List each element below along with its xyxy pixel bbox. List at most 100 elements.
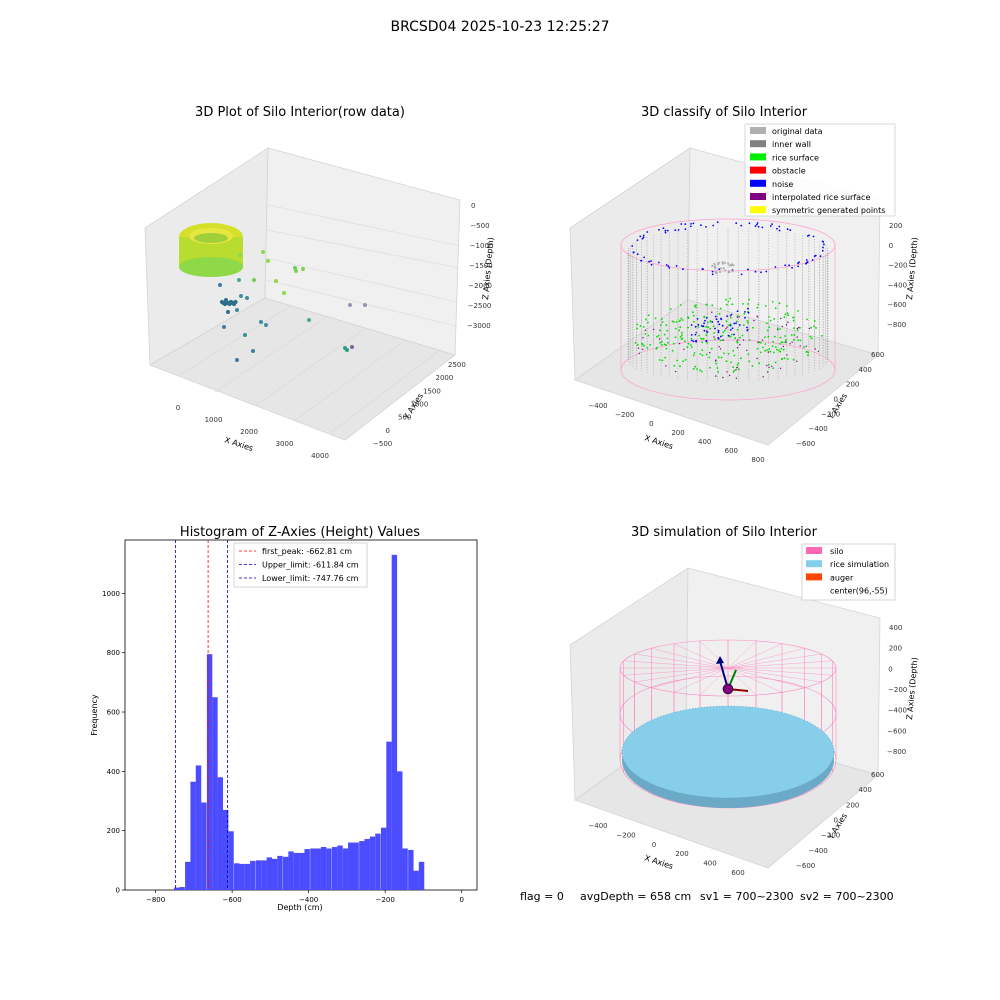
- rice-surface-point: [787, 314, 790, 317]
- rice-surface-point: [644, 333, 647, 335]
- rice-surface-point: [748, 360, 751, 363]
- rice-surface-point: [687, 316, 689, 319]
- original-data-point: [717, 261, 721, 264]
- panel-1-title: 3D Plot of Silo Interior(row data): [195, 105, 405, 120]
- avg-depth-text: avgDepth = 658 cm: [580, 890, 691, 903]
- panel-2-z-tick-label: −600: [887, 301, 906, 309]
- auger-marker: [716, 656, 749, 695]
- rice-surface-point: [810, 326, 812, 329]
- rice-surface-point: [776, 327, 779, 330]
- rice-surface-point: [747, 353, 750, 356]
- raw-data-point: [301, 267, 305, 271]
- rice-surface-point: [701, 341, 704, 344]
- panel-1-y-tick-label: 0: [386, 427, 390, 435]
- rice-surface-point: [681, 331, 683, 334]
- panel-simulation: 3D simulation of Silo Interior X Axies Y…: [569, 525, 919, 877]
- rice-surface-point: [634, 341, 637, 344]
- rice-surface-point: [649, 343, 651, 346]
- silo-roof-wire: [727, 667, 822, 683]
- noise-point: [636, 253, 639, 256]
- rice-surface-point: [769, 350, 772, 353]
- rice-surface-point: [764, 343, 767, 345]
- panel-2-x-tick-label: 0: [649, 420, 653, 428]
- histogram-legend: first_peak: -662.81 cm Upper_limit: -611.…: [233, 542, 368, 588]
- rice-surface-point: [720, 356, 723, 359]
- interpolated-surface-point: [736, 347, 739, 349]
- legend-label: noise: [772, 180, 793, 189]
- noise-point: [823, 243, 825, 246]
- rice-surface-point: [706, 341, 709, 344]
- silo-roof-wire: [673, 667, 729, 693]
- interpolated-surface-point: [789, 343, 791, 345]
- panel-4-x-tick-label: 400: [703, 860, 716, 868]
- interpolated-surface-point: [791, 341, 793, 343]
- rice-surface-point: [705, 303, 708, 306]
- noise-point: [721, 324, 724, 327]
- noise-point: [703, 329, 706, 332]
- noise-point: [682, 268, 684, 271]
- interpolated-surface-point: [713, 336, 715, 338]
- panel-1-x-tick-label: 2000: [240, 428, 258, 436]
- histogram-bar: [255, 860, 262, 890]
- noise-point: [717, 329, 720, 332]
- rice-surface-point: [707, 326, 709, 329]
- y-tick-label: 0: [116, 887, 120, 895]
- rice-surface-point: [691, 311, 694, 314]
- rice-surface-point: [643, 345, 645, 347]
- noise-point: [697, 323, 700, 326]
- interpolated-surface-point: [787, 321, 789, 323]
- rice-surface-point: [705, 353, 708, 356]
- rice-surface-point: [680, 317, 683, 320]
- rice-surface-point: [768, 316, 770, 318]
- silo-roof-wire: [727, 643, 783, 669]
- rice-surface-point: [807, 351, 810, 354]
- interpolated-surface-point: [642, 337, 644, 339]
- rice-surface-point: [780, 341, 783, 343]
- panel-2-x-tick-label: −400: [588, 402, 607, 410]
- noise-point: [726, 315, 729, 317]
- panel-classify: 3D classify of Silo Interior X Axies Y A…: [569, 105, 919, 464]
- silo-roof-wire: [634, 667, 729, 683]
- silo-roof-wire: [623, 667, 729, 676]
- rice-surface-point: [764, 336, 766, 339]
- panel-2-title: 3D classify of Silo Interior: [641, 105, 808, 120]
- rice-surface-point: [729, 335, 732, 338]
- interpolated-surface-point: [735, 369, 737, 371]
- panel-4-z-tick-label: −600: [887, 727, 906, 735]
- panel-4-x-tick-label: 200: [675, 850, 688, 858]
- rice-surface-point: [699, 353, 702, 355]
- interpolated-surface-point: [638, 352, 641, 355]
- histogram-bar: [179, 887, 185, 890]
- rice-surface-point: [661, 340, 663, 343]
- noise-point: [700, 325, 703, 327]
- noise-point: [754, 270, 757, 273]
- noise-point: [747, 268, 749, 271]
- raw-data-point: [245, 296, 249, 300]
- rice-surface-point: [751, 365, 754, 367]
- rice-surface-point: [645, 318, 647, 321]
- legend-swatch: [750, 140, 766, 148]
- rice-surface-point: [732, 349, 735, 352]
- rice-surface-point: [702, 337, 705, 340]
- silo-roof-wire: [699, 640, 729, 669]
- panel-2-x-tick-label: 200: [671, 429, 684, 437]
- panel-2-z-tick-label: 0: [889, 242, 893, 250]
- noise-point: [806, 235, 809, 237]
- noise-point: [691, 339, 693, 342]
- rice-surface-point: [711, 304, 714, 307]
- rice-surface-point: [664, 356, 667, 359]
- rice-surface-point: [765, 322, 768, 324]
- y-tick-label: 600: [107, 709, 120, 717]
- legend-label: rice surface: [772, 153, 819, 162]
- original-data-point: [723, 261, 727, 264]
- raw-data-point: [243, 333, 247, 337]
- panel-1-y-tick-label: 2500: [448, 361, 466, 369]
- rice-surface-point: [719, 339, 722, 342]
- rice-surface-point: [690, 346, 693, 349]
- noise-point: [765, 270, 768, 273]
- interpolated-surface-point: [709, 352, 711, 354]
- rice-surface-point: [708, 356, 711, 359]
- noise-point: [717, 331, 720, 334]
- original-data-point: [711, 265, 714, 268]
- rice-surface-point: [665, 347, 668, 350]
